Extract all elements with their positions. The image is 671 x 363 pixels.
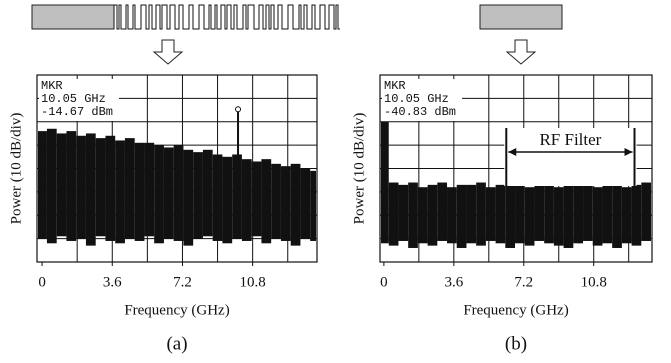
noise-band xyxy=(96,138,106,236)
noise-band xyxy=(271,164,281,239)
noise-band xyxy=(144,143,154,237)
noise-band xyxy=(213,154,223,240)
noise-band xyxy=(466,185,476,243)
noise-band xyxy=(252,161,262,236)
marker-level: -40.83 dBm xyxy=(384,105,456,119)
noise-band xyxy=(437,183,447,241)
noise-band xyxy=(86,133,96,245)
noise-band xyxy=(115,140,125,243)
x-tick-label: 0 xyxy=(380,274,388,290)
marker-level: -14.67 dBm xyxy=(41,105,113,119)
pulse-path xyxy=(114,5,340,29)
noise-band xyxy=(593,187,603,245)
x-tick-label: 10.8 xyxy=(581,274,607,290)
x-tick-label: 7.2 xyxy=(173,274,192,290)
noise-band xyxy=(476,183,486,246)
noise-band xyxy=(525,187,535,245)
noise-band xyxy=(418,187,428,243)
noise-band xyxy=(281,166,291,241)
noise-band xyxy=(389,183,399,246)
noise-band xyxy=(622,187,632,243)
noise-band xyxy=(496,185,506,243)
panel-label: (a) xyxy=(166,333,187,354)
x-tick-label: 7.2 xyxy=(514,274,533,290)
marker-dot xyxy=(236,107,241,112)
noise-band xyxy=(66,131,76,241)
noise-band xyxy=(193,152,203,238)
panel-label: (b) xyxy=(505,333,527,354)
noise-band xyxy=(602,183,612,244)
noise-band xyxy=(612,185,622,248)
noise-band xyxy=(105,136,115,241)
marker-title: MKR xyxy=(41,79,63,93)
down-arrow xyxy=(507,40,535,64)
noise-band xyxy=(564,183,574,248)
gray-block xyxy=(32,5,114,29)
noise-band xyxy=(505,183,515,248)
noise-band xyxy=(38,131,47,239)
noise-band xyxy=(203,150,213,236)
x-tick-label: 3.6 xyxy=(444,274,463,290)
marker-title: MKR xyxy=(384,79,406,93)
y-axis-label: Power (10 dB/div) xyxy=(351,113,367,225)
noise-band xyxy=(164,147,174,238)
noise-band xyxy=(310,171,316,241)
x-tick-label: 0 xyxy=(38,274,46,290)
noise-band xyxy=(641,183,651,241)
annotation-label: RF Filter xyxy=(539,130,601,149)
noise-band xyxy=(632,185,642,246)
noise-band xyxy=(544,185,554,243)
noise-band xyxy=(457,185,467,248)
noise-band xyxy=(515,185,525,243)
noise-band xyxy=(135,143,145,241)
marker-freq: 10.05 GHz xyxy=(41,92,106,106)
noise-band xyxy=(47,129,57,244)
noise-band xyxy=(261,159,271,243)
x-axis-label: Frequency (GHz) xyxy=(463,302,568,318)
noise-band xyxy=(291,164,301,246)
noise-band xyxy=(57,133,67,236)
x-axis-label: Frequency (GHz) xyxy=(124,302,229,318)
noise-band xyxy=(125,138,135,239)
figure: 03.67.210.8MKR10.05 GHz-14.67 dBmFrequen… xyxy=(0,0,671,363)
noise-band xyxy=(583,185,593,241)
noise-band xyxy=(398,185,408,241)
noise-band xyxy=(242,159,252,241)
marker-freq: 10.05 GHz xyxy=(384,92,449,106)
noise-band xyxy=(486,187,496,241)
noise-band xyxy=(222,157,232,243)
noise-band xyxy=(428,185,438,246)
y-axis-label: Power (10 dB/div) xyxy=(8,113,24,225)
noise-band xyxy=(554,187,564,245)
noise-band xyxy=(154,145,164,243)
down-arrow xyxy=(154,40,182,64)
noise-band xyxy=(381,122,389,244)
noise-band xyxy=(76,136,86,239)
x-tick-label: 10.8 xyxy=(240,274,266,290)
gray-block xyxy=(480,5,562,29)
noise-band xyxy=(534,183,544,241)
pulse-train xyxy=(114,5,340,29)
noise-band xyxy=(174,145,184,241)
x-tick-label: 3.6 xyxy=(103,274,122,290)
noise-band xyxy=(300,169,310,239)
noise-band xyxy=(408,183,418,248)
noise-band xyxy=(183,150,193,246)
noise-band xyxy=(447,187,457,243)
page: 03.67.210.8MKR10.05 GHz-14.67 dBmFrequen… xyxy=(0,0,671,363)
